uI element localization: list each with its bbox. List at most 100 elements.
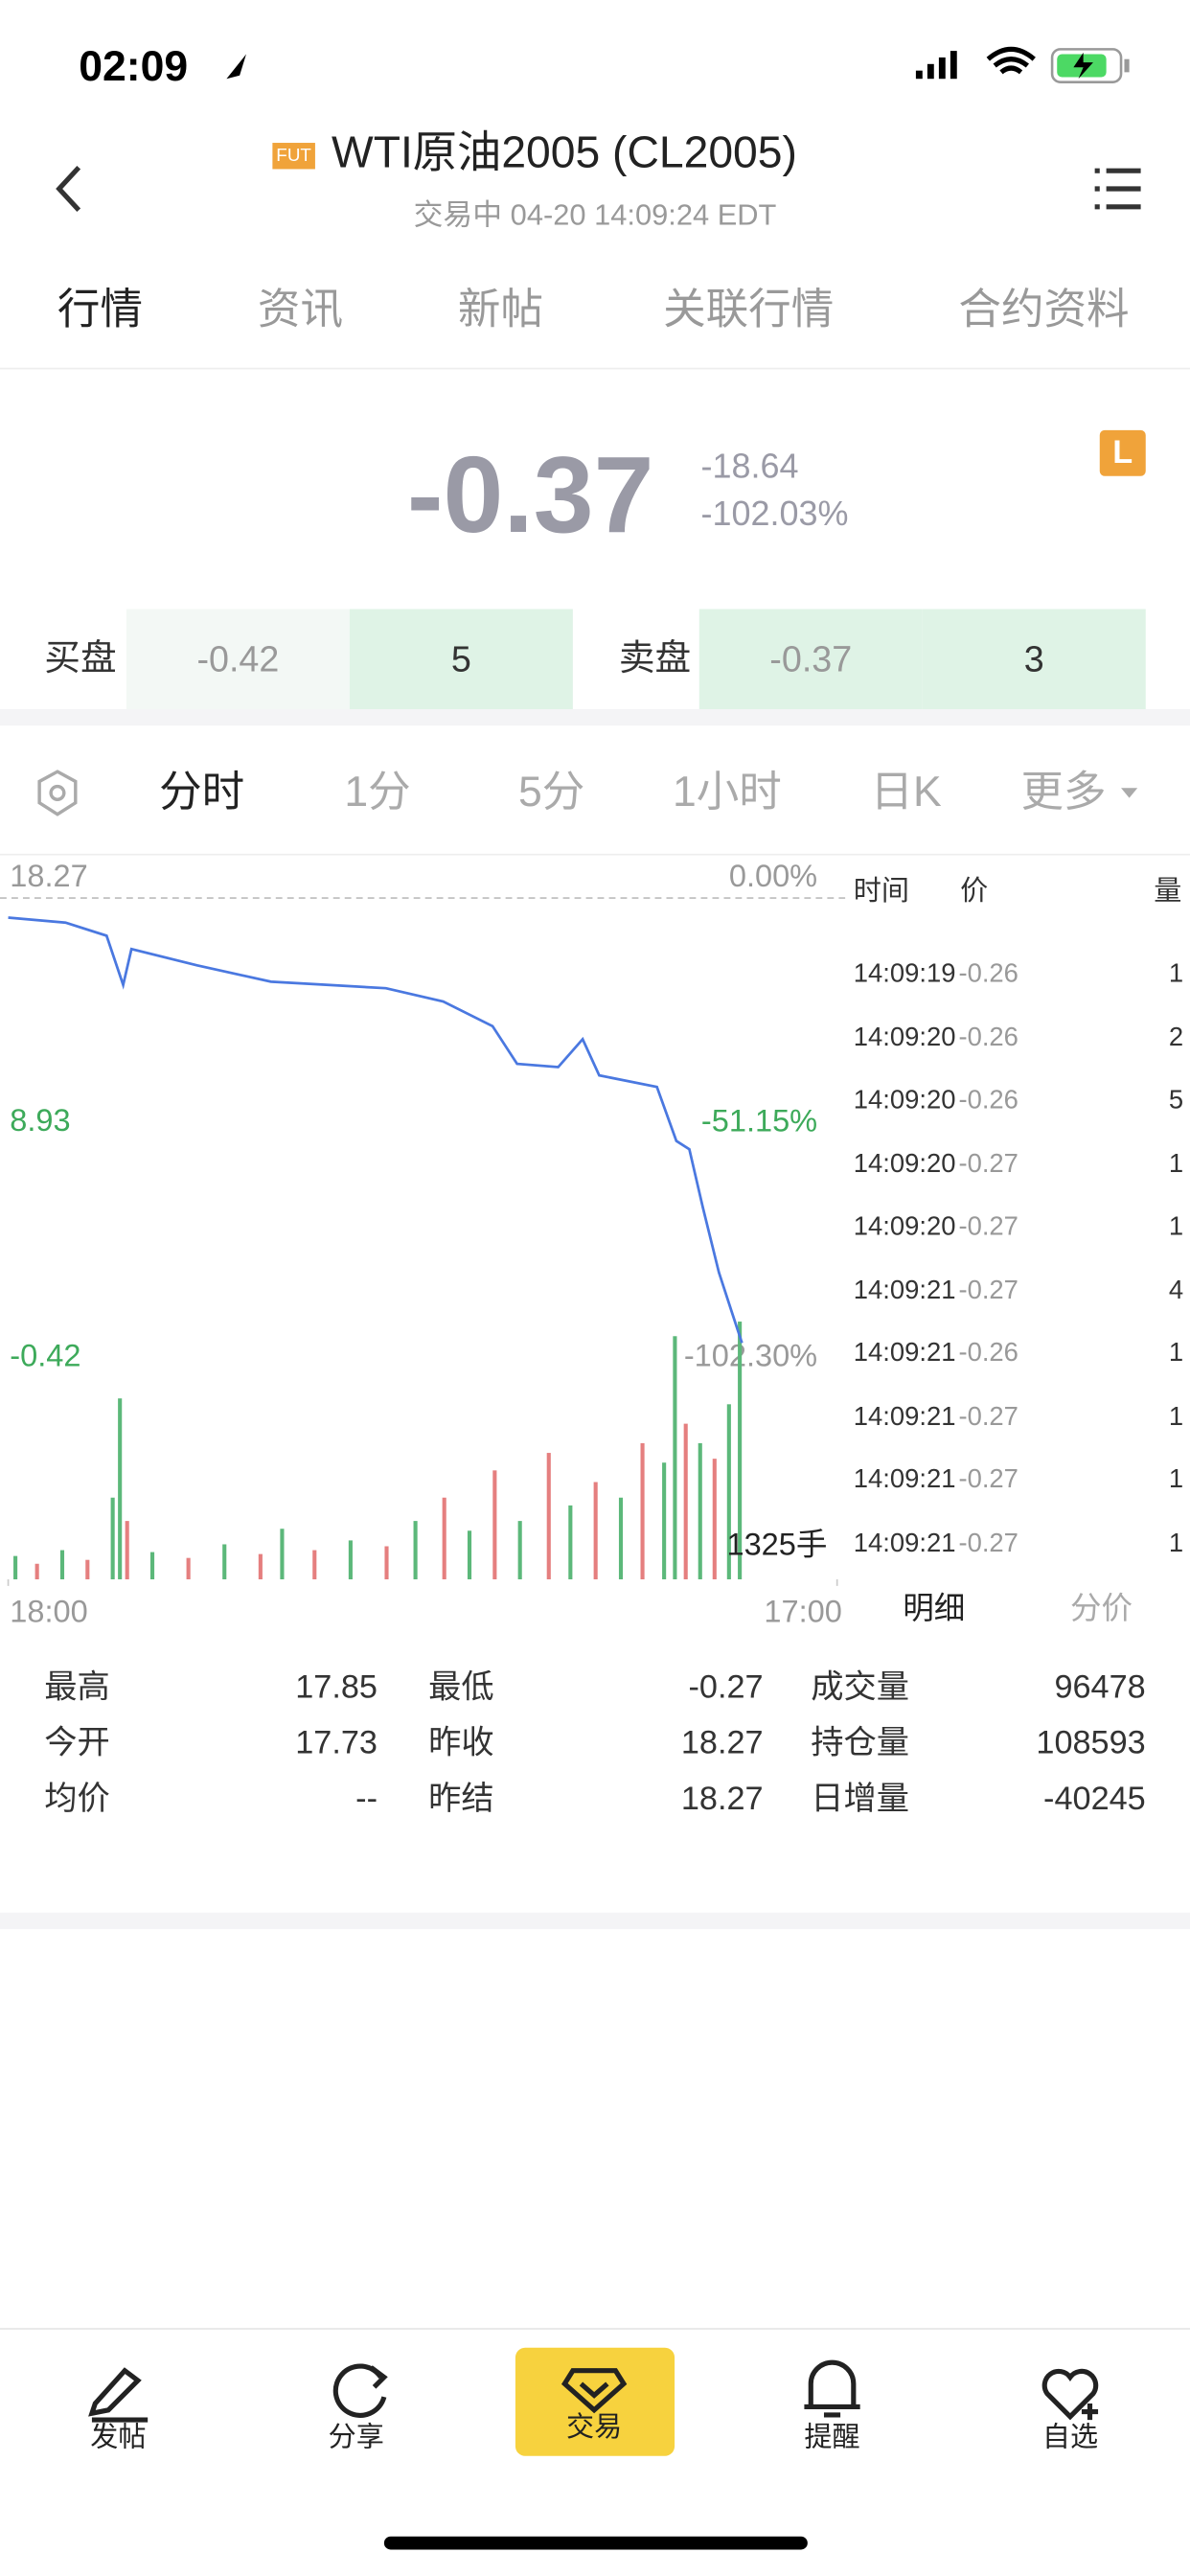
tick-volume: 1 (1168, 1529, 1184, 1557)
bid-price: -0.42 (126, 609, 350, 710)
volume-bar (125, 1521, 129, 1580)
trade-button-bg[interactable] (515, 2347, 675, 2456)
tick-volume: 1 (1168, 1465, 1184, 1494)
volume-bar (698, 1442, 702, 1580)
stat-label: 最高 (44, 1669, 110, 1706)
volume-bar (348, 1540, 353, 1580)
tick-time: 14:09:20 (853, 1087, 956, 1116)
tick-price: -0.26 (958, 1087, 1018, 1116)
period-tab[interactable]: 日K (870, 767, 942, 816)
table-tab[interactable]: 分价 (1069, 1592, 1133, 1627)
nav-item[interactable]: 自选 (1041, 2421, 1099, 2453)
volume-bar (517, 1521, 522, 1580)
tick-volume: 5 (1168, 1087, 1184, 1116)
period-tab[interactable]: 分时 (159, 767, 245, 816)
x-tick-label: 17:00 (764, 1595, 841, 1629)
volume-bar (59, 1550, 65, 1580)
tick-price: -0.27 (958, 1150, 1018, 1179)
tab[interactable]: 资讯 (257, 284, 344, 334)
ask-price: -0.37 (698, 609, 923, 710)
tab[interactable]: 新帖 (457, 284, 544, 334)
divider (0, 853, 1190, 856)
period-tab[interactable]: 更多 (1020, 767, 1107, 816)
price-change: -18.64 (700, 448, 799, 487)
stat-label: 持仓量 (811, 1725, 910, 1762)
tick-time: 14:09:21 (853, 1402, 956, 1431)
divider (0, 367, 1190, 370)
back-button[interactable] (46, 161, 95, 217)
volume-bar (280, 1529, 285, 1580)
nav-item[interactable]: 交易 (566, 2411, 623, 2444)
table-tab[interactable]: 明细 (903, 1592, 966, 1627)
tick-price: -0.27 (958, 1276, 1018, 1305)
volume-bar (186, 1557, 191, 1580)
price-change-pct: -102.03% (700, 495, 849, 534)
volume-bar (222, 1544, 227, 1580)
volume-bar (118, 1398, 123, 1580)
volume-bar (662, 1462, 667, 1580)
volume-label: 1325手 (726, 1527, 827, 1561)
tick-time: 14:09:20 (853, 1150, 956, 1179)
y-tick-label: 8.93 (10, 1103, 70, 1138)
header-subtitle: 交易中 04-20 14:09:24 EDT (413, 198, 777, 232)
last-price: -0.37 (406, 433, 654, 556)
stat-value: -40245 (1043, 1781, 1146, 1818)
stat-label: 昨结 (428, 1781, 494, 1818)
period-tab[interactable]: 1小时 (672, 767, 782, 816)
table-header: 量 (1154, 875, 1182, 907)
period-tab[interactable]: 5分 (517, 767, 585, 816)
volume-bar (384, 1546, 389, 1580)
volume-bar (34, 1563, 39, 1580)
period-tab[interactable]: 1分 (344, 767, 411, 816)
tick-price: -0.26 (958, 1339, 1018, 1368)
stat-value: 108593 (1036, 1725, 1146, 1762)
volume-bar (467, 1530, 472, 1580)
settings-button[interactable] (33, 769, 81, 817)
volume-bar (683, 1423, 688, 1580)
volume-bar (312, 1550, 317, 1580)
tick-time: 14:09:19 (853, 960, 956, 989)
nav-item[interactable]: 分享 (328, 2421, 384, 2453)
volume-bar (673, 1336, 677, 1580)
tick-price: -0.27 (958, 1402, 1018, 1431)
separator (0, 709, 1190, 726)
tick-time: 14:09:20 (853, 1024, 956, 1052)
volume-bar (258, 1553, 263, 1580)
ask-size: 3 (922, 609, 1146, 710)
volume-bar (593, 1482, 598, 1580)
stat-label: 最低 (428, 1669, 494, 1706)
y-tick-label: 18.27 (10, 859, 87, 893)
level-icon[interactable]: L (1099, 429, 1146, 476)
stat-label: 昨收 (428, 1725, 494, 1762)
tick-time: 14:09:21 (853, 1339, 956, 1368)
volume-bar (568, 1505, 573, 1580)
nav-item[interactable]: 提醒 (804, 2421, 860, 2453)
volume-bar (149, 1552, 155, 1580)
nav-item[interactable]: 发帖 (90, 2421, 147, 2453)
table-header: 价 (960, 875, 989, 907)
stat-value: -0.27 (688, 1669, 764, 1706)
fut-badge: FUT (272, 143, 315, 170)
volume-bar (413, 1521, 418, 1580)
x-tick-label: 18:00 (10, 1595, 87, 1629)
tab[interactable]: 行情 (57, 284, 144, 334)
tick-volume: 1 (1168, 1402, 1184, 1431)
tick-time: 14:09:21 (853, 1276, 956, 1305)
stat-label: 均价 (44, 1781, 110, 1818)
tick-volume: 1 (1168, 1212, 1184, 1242)
tab[interactable]: 合约资料 (958, 284, 1130, 334)
tick-volume: 1 (1168, 1150, 1184, 1179)
order-book: 买盘 -0.42 5 卖盘 -0.37 3 (0, 609, 1190, 710)
dropdown-arrow (1121, 788, 1138, 798)
stat-value: 17.73 (295, 1725, 378, 1762)
table-header: 时间 (853, 875, 910, 907)
stat-value: 96478 (1054, 1669, 1146, 1706)
tick-time: 14:09:21 (853, 1529, 956, 1557)
tick-volume: 1 (1168, 1339, 1184, 1368)
tick-time: 14:09:20 (853, 1212, 956, 1242)
tick-price: -0.26 (958, 1024, 1018, 1052)
volume-bar (640, 1442, 645, 1580)
menu-button[interactable] (1091, 164, 1144, 213)
price-line (8, 916, 744, 1344)
tab[interactable]: 关联行情 (663, 284, 835, 334)
